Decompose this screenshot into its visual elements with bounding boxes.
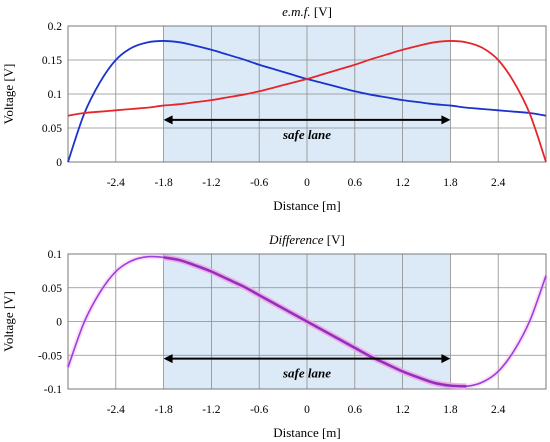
plot-frame [67,253,547,390]
y-tick-label: 0 [56,157,62,169]
y-axis-label: Voltage [V] [1,291,16,352]
x-tick-label: 1.2 [395,177,410,189]
x-tick-label: 1.8 [443,404,458,416]
chart-title-main: e.m.f. [282,4,311,19]
y-tick-label: 0.15 [42,55,62,67]
y-tick-label: 0 [56,317,62,329]
x-tick-label: -0.6 [250,177,268,189]
chart-title-unit: [V] [324,232,345,247]
chart-title: e.m.f. [V] [282,4,332,19]
chart-title-unit: [V] [311,4,332,19]
arrow-head-right-icon [441,115,451,125]
x-tick-label: -1.2 [202,404,220,416]
x-tick-label: -2.4 [107,177,125,189]
x-tick-label: -2.4 [107,404,125,416]
x-tick-label: 2.4 [491,177,506,189]
y-tick-label: 0.1 [48,89,63,101]
series-line-2 [67,40,547,163]
chart-panel-2: safe lane Difference [V] -2.4 -1.8 -1.2 -0.6 0… [1,232,549,440]
chart-panel-1: safe lane e.m.f. [V] -2.4 -1.8 -1.2 -0.6 0 0.6 1… [1,4,547,213]
y-tick-label: -0.1 [44,384,62,396]
series-line-highlight [163,256,467,388]
y-tick-label: 0.05 [42,283,62,295]
x-axis-label: Distance [m] [273,425,341,440]
y-tick-label: 0.1 [48,249,63,261]
y-tick-label: 0.2 [48,21,63,33]
x-tick-label: 1.2 [395,404,410,416]
arrow-head-right-icon [441,354,451,364]
chart-title: Difference [V] [268,232,345,247]
x-tick-label: -1.8 [154,177,172,189]
plot-frame [67,25,547,163]
arrow-head-left-icon [163,354,173,364]
y-axis-label: Voltage [V] [1,64,16,125]
safe-lane-label: safe lane [282,127,331,142]
arrow-head-left-icon [163,115,173,125]
x-tick-label: 2.4 [491,404,506,416]
y-tick-label: -0.05 [38,350,62,362]
x-axis-label: Distance [m] [273,198,341,213]
x-tick-label: 0 [304,177,310,189]
x-tick-label: -1.8 [154,404,172,416]
x-tick-label: 0.6 [348,177,363,189]
x-tick-label: 0 [304,404,310,416]
chart-title-main: Difference [268,232,324,247]
y-tick-label: 0.05 [42,123,62,135]
safe-lane-label: safe lane [282,366,331,381]
x-tick-label: -0.6 [250,404,268,416]
x-tick-label: 1.8 [443,177,458,189]
x-tick-label: 0.6 [348,404,363,416]
x-tick-label: -1.2 [202,177,220,189]
